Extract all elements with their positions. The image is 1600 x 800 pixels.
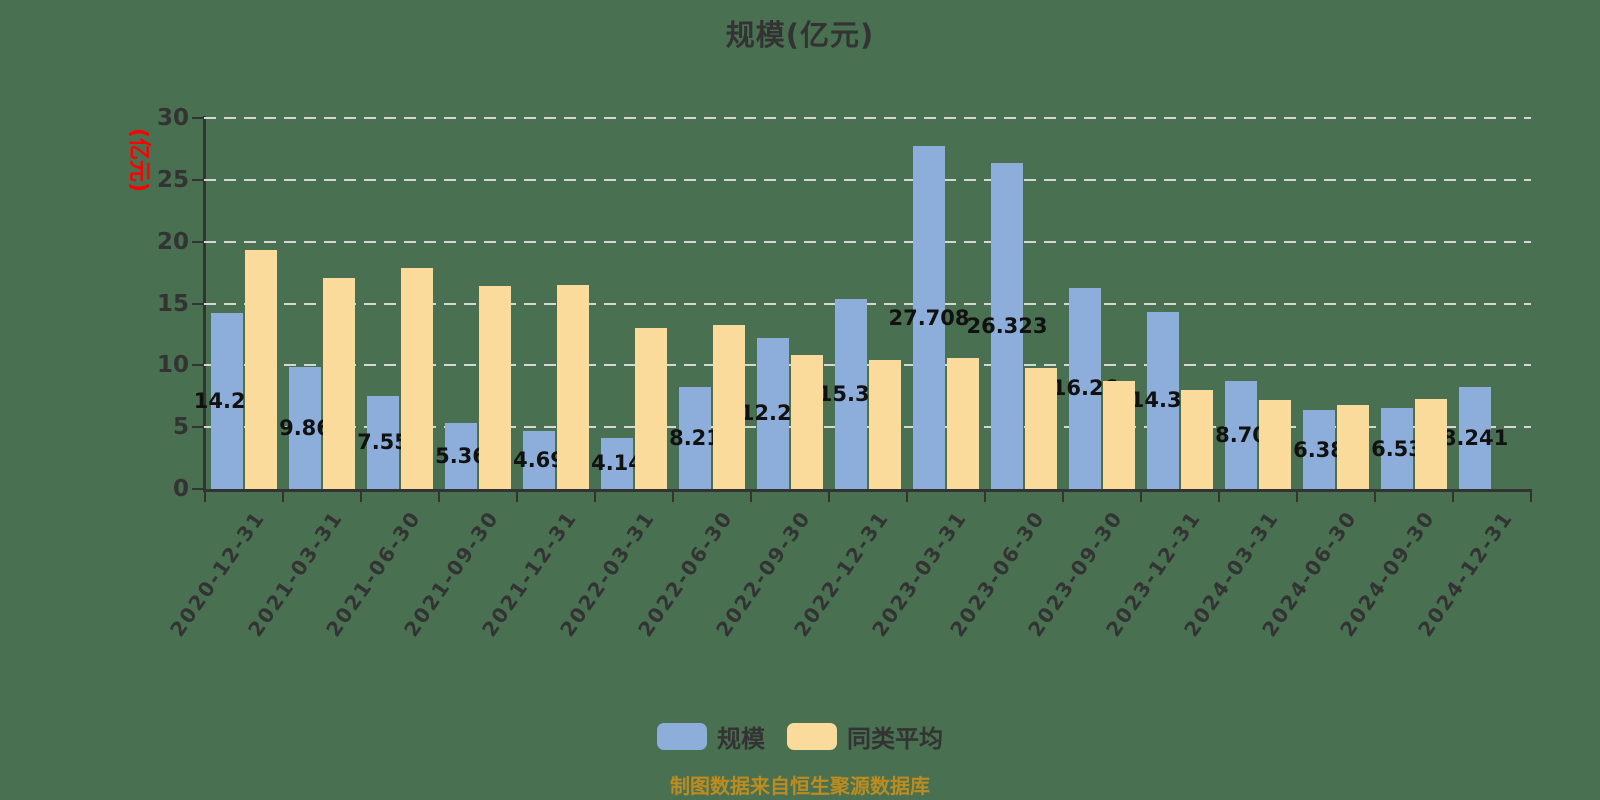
average-bar-2022-03-31[interactable]	[635, 328, 667, 489]
scale-bar-2024-06-30[interactable]	[1303, 410, 1335, 489]
scale-bar-value-2022-06-30: 8.21	[669, 426, 721, 451]
gridline-15	[204, 302, 1531, 305]
x-tick-3	[438, 492, 440, 502]
average-bar-2023-06-30[interactable]	[1025, 367, 1057, 489]
y-tick-label-30: 30	[156, 105, 189, 131]
x-tick-2	[360, 492, 362, 502]
average-bar-2024-03-31[interactable]	[1259, 399, 1291, 489]
gridline-30	[204, 117, 1531, 119]
average-bar-2022-09-30[interactable]	[791, 355, 823, 489]
scale-legend-swatch	[657, 723, 707, 750]
scale-bar-value-2021-06-30: 7.55	[357, 430, 409, 455]
x-axis-line	[203, 489, 1532, 492]
scale-bar-value-2024-03-31: 8.70	[1215, 423, 1267, 448]
scale-bar-value-2021-09-30: 5.36	[435, 443, 487, 468]
scale-bar-2023-03-31[interactable]	[913, 146, 945, 489]
legend-item-scale[interactable]: 规模	[657, 719, 765, 754]
scale-bar-value-2021-12-31: 4.69	[513, 448, 565, 472]
average-bar-2021-09-30[interactable]	[479, 286, 511, 489]
x-tick-9	[906, 492, 908, 502]
scale-bar-2023-06-30[interactable]	[991, 163, 1023, 489]
average-bar-2020-12-31[interactable]	[245, 250, 277, 489]
scale-bar-value-2024-12-31: 8.241	[1441, 426, 1509, 451]
legend-item-average[interactable]: 同类平均	[787, 719, 943, 754]
average-bar-2021-06-30[interactable]	[401, 267, 433, 489]
x-tick-1	[282, 492, 284, 502]
scale-bar-2022-03-31[interactable]	[601, 437, 633, 489]
y-tick-10	[192, 364, 204, 367]
average-bar-2023-12-31[interactable]	[1181, 390, 1213, 489]
average-bar-2022-06-30[interactable]	[713, 324, 745, 489]
gridline-25	[204, 178, 1531, 181]
x-tick-11	[1062, 492, 1064, 502]
scale-legend-label: 规模	[717, 725, 765, 753]
scale-bar-value-2021-03-31: 9.86	[279, 416, 331, 441]
x-tick-7	[750, 492, 752, 502]
scale-bar-2022-06-30[interactable]	[679, 387, 711, 489]
scale-bar-2021-12-31[interactable]	[523, 431, 555, 489]
y-tick-30	[192, 117, 204, 119]
y-tick-15	[192, 302, 204, 305]
y-tick-label-0: 0	[172, 476, 189, 502]
scale-bar-2024-03-31[interactable]	[1225, 381, 1257, 489]
gridline-10	[204, 364, 1531, 367]
x-tick-14	[1296, 492, 1298, 502]
scale-bar-2020-12-31[interactable]	[211, 313, 243, 489]
scale-bar-2021-06-30[interactable]	[367, 395, 399, 489]
footer-note: 制图数据来自恒生聚源数据库	[670, 774, 930, 798]
scale-bar-value-2024-06-30: 6.38	[1293, 437, 1345, 462]
x-tick-0	[204, 492, 206, 502]
scale-bar-2024-09-30[interactable]	[1381, 408, 1413, 489]
y-tick-label-20: 20	[156, 228, 189, 255]
y-tick-label-25: 25	[156, 166, 189, 193]
x-tick-10	[984, 492, 986, 502]
chart-title: 规模(亿元)	[725, 18, 875, 52]
legend: 规模 同类平均	[0, 719, 1600, 754]
average-bar-2022-12-31[interactable]	[869, 360, 901, 489]
scale-bar-2023-09-30[interactable]	[1069, 287, 1101, 489]
x-tick-4	[516, 492, 518, 502]
scale-bar-value-2022-03-31: 4.14	[591, 451, 643, 476]
scale-bar-2023-12-31[interactable]	[1147, 311, 1179, 489]
average-legend-swatch	[787, 723, 837, 750]
x-tick-6	[672, 492, 674, 502]
average-bar-2021-12-31[interactable]	[557, 284, 589, 489]
x-tick-17	[1530, 492, 1532, 502]
x-tick-8	[828, 492, 830, 502]
scale-bar-2022-12-31[interactable]	[835, 298, 867, 489]
x-tick-12	[1140, 492, 1142, 502]
scale-bar-2021-09-30[interactable]	[445, 422, 477, 489]
scale-bar-2022-09-30[interactable]	[757, 337, 789, 489]
gridline-5	[204, 426, 1531, 429]
scale-bar-value-2023-06-30: 26.323	[966, 314, 1048, 339]
average-bar-2024-09-30[interactable]	[1415, 398, 1447, 489]
x-tick-13	[1218, 492, 1220, 502]
y-tick-5	[192, 426, 204, 429]
y-tick-label-10: 10	[156, 352, 189, 379]
average-bar-2023-03-31[interactable]	[947, 357, 979, 489]
average-bar-2024-06-30[interactable]	[1337, 404, 1369, 489]
average-bar-2021-03-31[interactable]	[323, 277, 355, 489]
x-tick-5	[594, 492, 596, 502]
scale-bar-2021-03-31[interactable]	[289, 367, 321, 489]
scale-bar-value-2024-09-30: 6.53	[1371, 436, 1423, 461]
y-tick-25	[192, 178, 204, 181]
scale-bar-2024-12-31[interactable]	[1459, 387, 1491, 489]
x-tick-16	[1452, 492, 1454, 502]
y-tick-label-5: 5	[172, 414, 189, 441]
y-tick-0	[192, 488, 204, 490]
scale-bar-value-2023-03-31: 27.708	[888, 305, 970, 330]
y-tick-20	[192, 240, 204, 243]
average-bar-2023-09-30[interactable]	[1103, 381, 1135, 489]
average-legend-label: 同类平均	[847, 725, 943, 753]
y-tick-label-15: 15	[156, 290, 189, 317]
x-tick-15	[1374, 492, 1376, 502]
gridline-20	[204, 240, 1531, 243]
